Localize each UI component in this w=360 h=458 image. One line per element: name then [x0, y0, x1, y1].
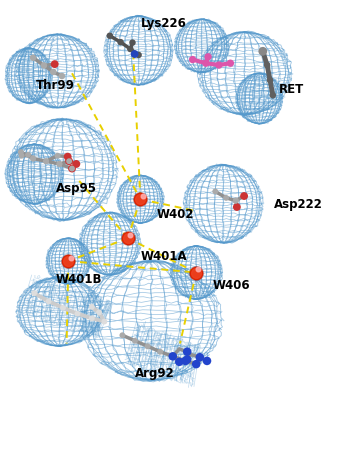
Point: [68, 254, 73, 262]
Point: [216, 61, 222, 69]
Point: [19, 152, 24, 159]
Point: [184, 348, 190, 355]
Point: [107, 32, 113, 39]
Point: [50, 68, 56, 76]
Point: [59, 72, 65, 80]
Point: [197, 354, 203, 361]
Point: [204, 357, 210, 365]
Point: [66, 257, 71, 265]
Point: [127, 45, 133, 53]
Point: [145, 343, 150, 350]
Text: Asp222: Asp222: [274, 198, 323, 211]
Point: [138, 196, 143, 203]
Point: [60, 304, 66, 311]
Point: [184, 356, 190, 363]
Point: [260, 48, 266, 55]
Point: [30, 155, 36, 162]
Text: W406: W406: [212, 279, 250, 292]
Point: [130, 39, 135, 46]
Point: [233, 197, 239, 204]
Point: [102, 318, 107, 325]
Point: [212, 188, 218, 195]
Point: [125, 234, 131, 242]
Point: [73, 160, 79, 168]
Point: [66, 158, 72, 165]
Point: [136, 51, 141, 59]
Point: [69, 165, 75, 172]
Text: Thr99: Thr99: [36, 79, 75, 92]
Point: [195, 266, 201, 273]
Point: [125, 234, 131, 242]
Point: [140, 192, 145, 200]
Point: [176, 358, 182, 365]
Point: [132, 50, 138, 58]
Point: [241, 192, 247, 200]
Point: [66, 158, 72, 165]
Point: [193, 269, 199, 276]
Point: [193, 269, 199, 276]
Text: RET: RET: [279, 83, 304, 96]
Point: [43, 158, 49, 165]
Point: [118, 38, 123, 46]
Point: [25, 151, 31, 158]
Point: [57, 160, 62, 168]
Text: Asp95: Asp95: [56, 182, 97, 195]
Point: [89, 303, 95, 311]
Point: [31, 289, 37, 297]
Point: [66, 257, 71, 265]
Point: [65, 153, 71, 160]
Point: [120, 332, 125, 339]
Point: [43, 158, 49, 165]
Point: [170, 353, 176, 360]
Point: [234, 203, 240, 211]
Point: [157, 348, 163, 355]
Point: [193, 360, 199, 368]
Point: [66, 257, 71, 265]
Point: [41, 62, 47, 69]
Point: [193, 269, 199, 276]
Point: [69, 165, 75, 172]
Point: [132, 337, 138, 344]
Point: [127, 231, 133, 239]
Point: [223, 194, 229, 202]
Point: [30, 155, 36, 162]
Text: Arg92: Arg92: [135, 367, 175, 380]
Point: [270, 92, 276, 99]
Point: [138, 196, 143, 203]
Point: [55, 152, 60, 159]
Text: W401B: W401B: [56, 273, 102, 285]
Text: W401A: W401A: [140, 250, 187, 262]
Point: [267, 76, 273, 84]
Point: [183, 357, 188, 365]
Point: [264, 61, 270, 69]
Text: W402: W402: [157, 208, 194, 221]
Point: [190, 56, 195, 63]
Point: [52, 60, 58, 68]
Point: [57, 160, 62, 168]
Point: [89, 315, 95, 322]
Point: [233, 197, 239, 204]
Point: [18, 148, 24, 156]
Point: [203, 60, 209, 67]
Text: Lys226: Lys226: [141, 17, 187, 30]
Point: [46, 298, 51, 305]
Point: [125, 234, 131, 242]
Point: [228, 60, 233, 67]
Point: [205, 53, 211, 60]
Point: [96, 309, 102, 316]
Point: [138, 196, 143, 203]
Point: [30, 54, 36, 61]
Point: [75, 310, 80, 317]
